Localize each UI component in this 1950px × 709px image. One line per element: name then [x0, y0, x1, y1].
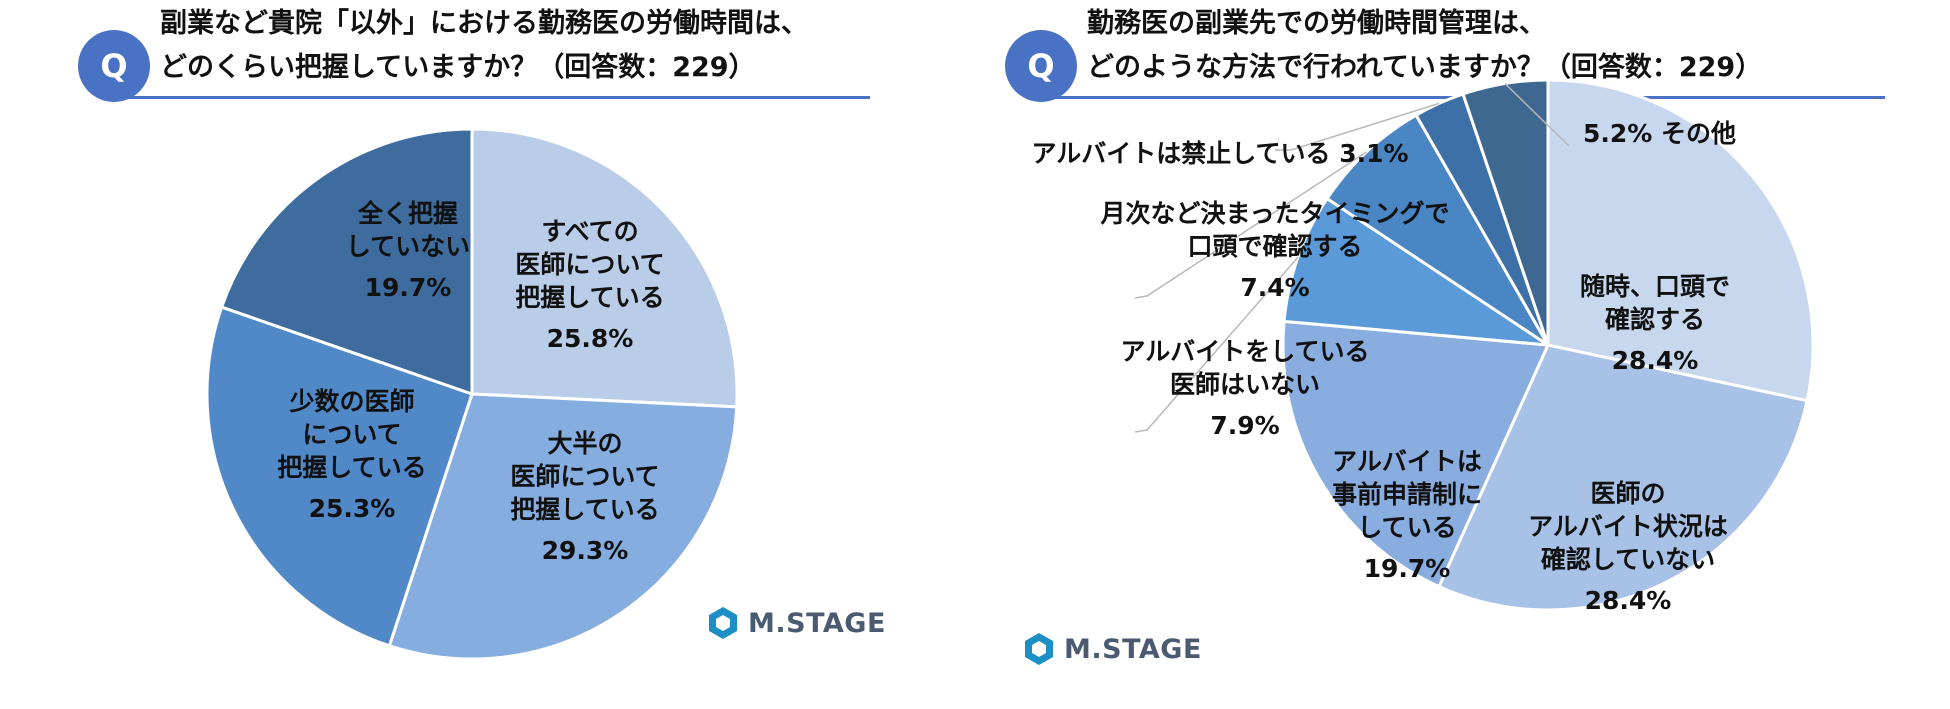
right-pie-slice-0 — [1546, 78, 1815, 403]
left-pie-slice-value-3: 19.7% — [365, 273, 452, 302]
left-pie-slice-name-2-line-1: について — [302, 420, 401, 449]
right-pie-slice-value-2: 19.7% — [1364, 554, 1451, 583]
pie-chart-work-hours: すべての医師について把握している25.8%大半の医師について把握している29.3… — [205, 127, 739, 661]
left-pie-slice-name-3-line-0: 全く把握 — [357, 199, 458, 228]
right-pie-slice-name-6: その他 — [1661, 119, 1736, 148]
left-pie-slice-3 — [219, 127, 474, 397]
left-pie-slice-name-0-line-1: 医師について — [515, 250, 664, 279]
right-pie-slice-value-0: 28.4% — [1612, 346, 1699, 375]
left-panel: Q 副業など貴院「以外」における勤務医の労働時間は、 どのくらい把握していますか… — [78, 8, 886, 661]
right-pie-slice-name-4-line-1: 口頭で確認する — [1187, 232, 1362, 261]
left-pie-slice-name-0-line-0: すべての — [541, 217, 638, 246]
svg-text:アルバイトは禁止している 3.1%: アルバイトは禁止している 3.1% — [1031, 139, 1408, 168]
right-pie-slice-value-6: 5.2% — [1583, 119, 1661, 148]
left-pie-slice-1 — [387, 392, 739, 661]
right-pie-leader-line-5 — [1275, 102, 1440, 151]
right-pie-slice-name-2-line-1: 事前申請制に — [1332, 480, 1482, 509]
right-pie-slice-value-5: 3.1% — [1339, 139, 1408, 168]
question-badge: Q — [78, 30, 150, 102]
right-pie-slice-1 — [1437, 343, 1809, 612]
right-pie-slice-3 — [1282, 196, 1549, 347]
mstage-logo-text: M.STAGE — [748, 607, 886, 639]
right-pie-slice-name-2-line-0: アルバイトは — [1332, 447, 1482, 476]
left-pie-slice-name-0-line-2: 把握している — [515, 283, 664, 312]
left-pie-slice-0 — [470, 127, 739, 409]
left-pie-slice-name-1-line-2: 把握している — [510, 495, 659, 524]
right-pie-slice-2 — [1281, 319, 1551, 589]
right-pie-slice-name-1-line-0: 医師の — [1590, 479, 1665, 508]
right-pie-slice-name-5: アルバイトは禁止している — [1031, 139, 1339, 168]
svg-text:5.2% その他: 5.2% その他 — [1583, 119, 1736, 148]
mstage-logo-icon — [1025, 633, 1053, 665]
right-pie-slice-label-6: 5.2% その他 — [1583, 119, 1736, 148]
right-pie-slice-name-1-line-1: アルバイト状況は — [1528, 512, 1728, 541]
left-pie-slice-name-2-line-2: 把握している — [277, 453, 426, 482]
mstage-logo-text: M.STAGE — [1064, 633, 1202, 665]
right-pie-leader-line-3 — [1134, 256, 1299, 433]
right-panel: Q 勤務医の副業先での労働時間管理は、 どのような方法で行われていますか？（回答… — [975, 0, 1950, 709]
right-pie-slice-name-1-line-2: 確認していない — [1541, 545, 1715, 574]
right-pie-slice-label-0: 随時、口頭で確認する 28.4% — [1580, 272, 1730, 375]
question-title-line2: どのくらい把握していますか？（回答数：229） — [160, 52, 756, 83]
left-pie-slice-name-2-line-0: 少数の医師 — [288, 387, 414, 416]
right-pie-slice-name-0-line-1: 確認する — [1605, 305, 1705, 334]
left-pie-slice-name-3-line-1: していない — [346, 232, 470, 261]
question-title-line1: 勤務医の副業先での労働時間管理は、 — [1087, 8, 1546, 39]
left-pie-slice-value-1: 29.3% — [542, 536, 629, 565]
right-pie-slice-name-3-line-0: アルバイトをしている — [1120, 337, 1369, 366]
right-pie-slice-4 — [1325, 113, 1550, 347]
right-pie-slice-name-4-line-0: 月次など決まったタイミングで — [1099, 199, 1449, 228]
left-pie-slice-value-0: 25.8% — [547, 324, 634, 353]
mstage-logo: M.STAGE — [706, 606, 886, 640]
right-pie-slice-value-4: 7.4% — [1240, 273, 1309, 302]
right-pie-slice-label-5: アルバイトは禁止している 3.1% — [1031, 139, 1408, 168]
question-title-line1: 副業など貴院「以外」における勤務医の労働時間は、 — [160, 8, 808, 39]
left-pie-slice-name-1-line-1: 医師について — [510, 462, 659, 491]
right-pie-slice-value-3: 7.9% — [1210, 411, 1279, 440]
right-pie-slice-name-0-line-0: 随時、口頭で — [1580, 272, 1730, 301]
mstage-logo-icon — [709, 607, 737, 639]
left-pie-slice-name-1-line-0: 大半の — [547, 429, 622, 458]
left-pie-slice-2 — [205, 305, 474, 648]
right-pie-leader-line-4 — [1134, 151, 1368, 299]
right-pie-slice-value-1: 28.4% — [1585, 586, 1672, 615]
right-pie-slice-name-3-line-1: 医師はいない — [1170, 370, 1320, 399]
mstage-logo: M.STAGE — [1022, 632, 1202, 666]
right-pie-slice-name-2-line-2: している — [1357, 513, 1456, 542]
title-underline — [108, 96, 870, 99]
right-pie-leader-line-6 — [1504, 82, 1570, 147]
left-pie-slice-value-2: 25.3% — [309, 494, 396, 523]
question-title-line2: どのような方法で行われていますか？（回答数：229） — [1087, 52, 1763, 83]
question-badge: Q — [1005, 30, 1077, 102]
